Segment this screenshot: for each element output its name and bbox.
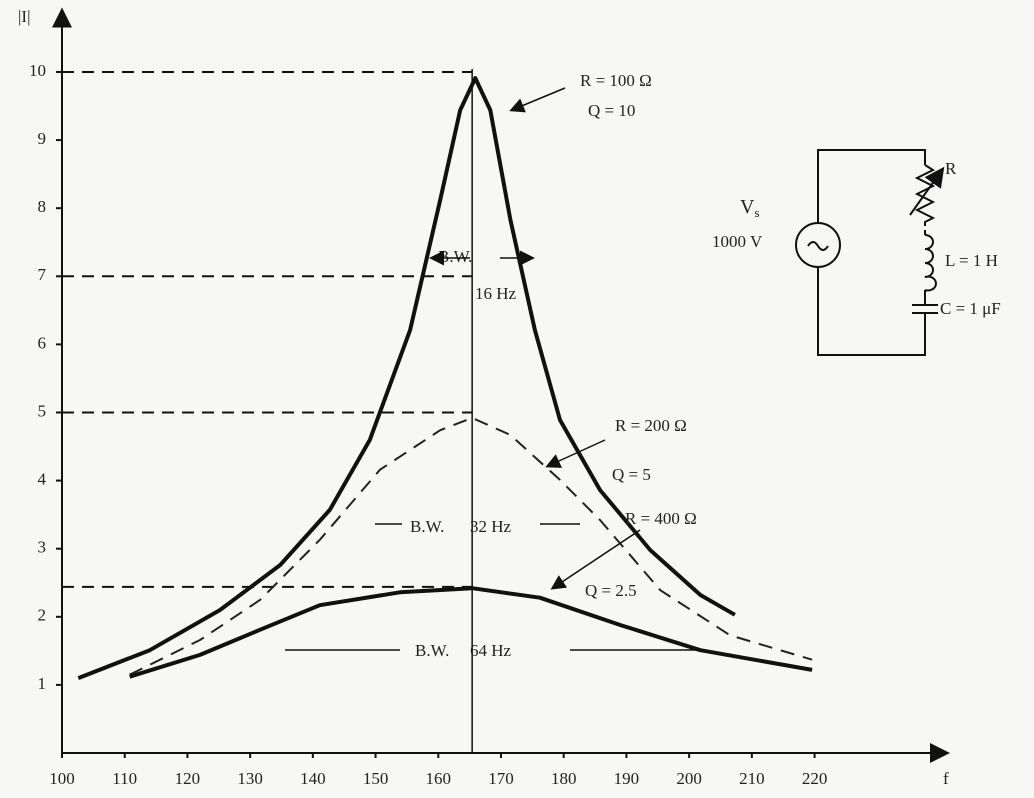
resistor-arrow	[910, 170, 942, 215]
y-tick-label: 4	[38, 469, 47, 488]
inductor	[925, 235, 936, 291]
y-tick-label: 3	[38, 538, 47, 557]
resistor-label: R	[945, 159, 957, 178]
bandwidth-label: B.W.	[410, 517, 444, 536]
y-tick-label: 1	[38, 674, 47, 693]
q-label: Q = 2.5	[585, 581, 637, 600]
x-tick-label: 150	[363, 769, 389, 788]
capacitor-label: C = 1 μF	[940, 299, 1001, 318]
capacitor	[912, 305, 938, 313]
inductor-label: L = 1 H	[945, 251, 998, 270]
x-tick-label: 140	[300, 769, 326, 788]
x-tick-label: 180	[551, 769, 577, 788]
annotation-arrow	[548, 440, 605, 466]
y-tick-label: 2	[38, 606, 47, 625]
chart: Vs 1000 V R L = 1 H C = 1 μF |I| f 1 2 3 4 5 6 7…	[0, 0, 1034, 798]
x-tick-label: 100	[49, 769, 75, 788]
source-label: Vs	[740, 196, 760, 220]
y-tick-label: 10	[29, 61, 46, 80]
voltage-label: 1000 V	[712, 232, 763, 251]
bandwidth-label: 64 Hz	[470, 641, 512, 660]
series-label: R = 400 Ω	[625, 509, 697, 528]
x-tick-label: 170	[488, 769, 514, 788]
x-tick-label: 110	[112, 769, 137, 788]
y-tick-label: 9	[38, 129, 47, 148]
y-tick-label: 7	[38, 265, 47, 284]
x-tick-label: 220	[802, 769, 828, 788]
source-label-main: V	[740, 196, 755, 218]
x-tick-label: 120	[175, 769, 201, 788]
x-tick-label: 210	[739, 769, 765, 788]
y-tick-label: 6	[38, 333, 47, 352]
circuit-wire	[818, 150, 925, 355]
bandwidth-label: B.W.	[438, 247, 472, 266]
bandwidth-label: 16 Hz	[475, 284, 517, 303]
bandwidth-label: B.W.	[415, 641, 449, 660]
y-tick-label: 5	[38, 401, 47, 420]
q-label: Q = 10	[588, 101, 635, 120]
x-tick-label: 190	[614, 769, 640, 788]
bandwidth-label: 32 Hz	[470, 517, 512, 536]
x-tick-label: 130	[237, 769, 263, 788]
x-tick-label: 160	[426, 769, 452, 788]
circuit	[796, 150, 942, 355]
annotation-arrow	[512, 88, 565, 110]
y-axis-label: |I|	[18, 7, 30, 26]
x-axis-label: f	[943, 769, 949, 788]
series-label: R = 100 Ω	[580, 71, 652, 90]
y-tick-label: 8	[38, 197, 47, 216]
annotation-arrow	[553, 530, 640, 588]
series-label: R = 200 Ω	[615, 416, 687, 435]
source-symbol	[808, 242, 828, 250]
source-label-sub: s	[754, 205, 759, 220]
curve	[130, 418, 812, 675]
q-label: Q = 5	[612, 465, 651, 484]
x-tick-label: 200	[676, 769, 702, 788]
